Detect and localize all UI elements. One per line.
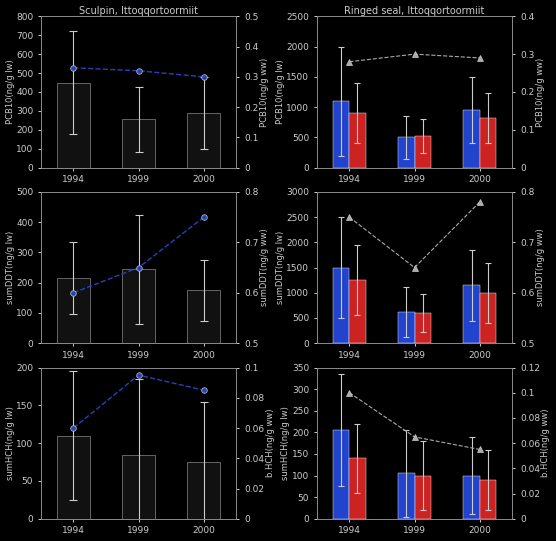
Bar: [57, 83, 90, 168]
Y-axis label: b.HCH(ng/g ww): b.HCH(ng/g ww): [542, 409, 550, 477]
Bar: [349, 280, 366, 343]
Bar: [415, 136, 431, 168]
Bar: [333, 101, 349, 168]
Bar: [187, 291, 220, 343]
Bar: [480, 118, 496, 168]
Bar: [415, 476, 431, 519]
Bar: [415, 313, 431, 343]
Bar: [57, 436, 90, 519]
Bar: [480, 293, 496, 343]
Y-axis label: PCB10(ng/g ww): PCB10(ng/g ww): [535, 57, 545, 127]
Bar: [57, 278, 90, 343]
Y-axis label: PCB10(ng/g ww): PCB10(ng/g ww): [260, 57, 269, 127]
Y-axis label: sumDDT(ng/g lw): sumDDT(ng/g lw): [6, 231, 14, 304]
Bar: [187, 113, 220, 168]
Bar: [463, 110, 480, 168]
Bar: [349, 458, 366, 519]
Y-axis label: PCB10(ng/g lw): PCB10(ng/g lw): [6, 60, 14, 124]
Title: Ringed seal, Ittoqqortoormiit: Ringed seal, Ittoqqortoormiit: [344, 5, 485, 16]
Bar: [333, 430, 349, 519]
Bar: [122, 120, 155, 168]
Y-axis label: PCB10(ng/g lw): PCB10(ng/g lw): [276, 60, 285, 124]
Bar: [349, 113, 366, 168]
Bar: [122, 269, 155, 343]
Y-axis label: sumHCH(ng/g lw): sumHCH(ng/g lw): [6, 406, 14, 480]
Bar: [463, 285, 480, 343]
Bar: [480, 480, 496, 519]
Bar: [187, 462, 220, 519]
Bar: [333, 268, 349, 343]
Bar: [398, 473, 415, 519]
Title: Sculpin, Ittoqqortoormiit: Sculpin, Ittoqqortoormiit: [79, 5, 198, 16]
Bar: [463, 476, 480, 519]
Bar: [122, 454, 155, 519]
Bar: [398, 137, 415, 168]
Y-axis label: sumHCH(ng/g lw): sumHCH(ng/g lw): [281, 406, 290, 480]
Y-axis label: b.HCH(ng/g ww): b.HCH(ng/g ww): [266, 409, 275, 477]
Y-axis label: sumDDT(ng/g ww): sumDDT(ng/g ww): [535, 229, 545, 306]
Y-axis label: sumDDT(ng/g ww): sumDDT(ng/g ww): [260, 229, 269, 306]
Y-axis label: sumDDT(ng/g lw): sumDDT(ng/g lw): [276, 231, 285, 304]
Bar: [398, 312, 415, 343]
